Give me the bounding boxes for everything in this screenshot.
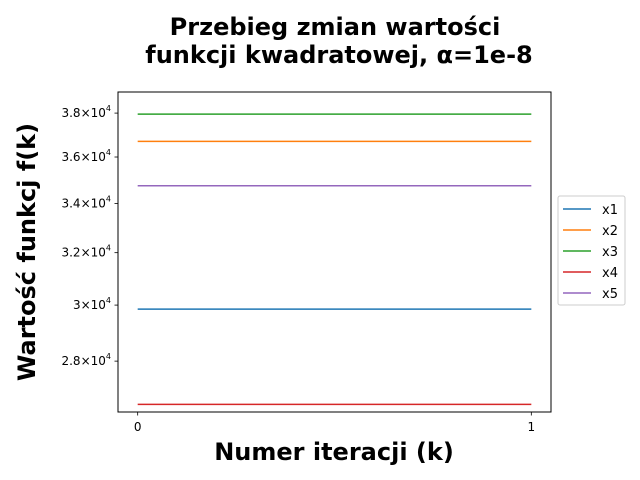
y-axis-label: Wartość funkcj f(k) — [13, 123, 41, 381]
legend-box — [557, 195, 626, 306]
chart-title-line1: Przebieg zmian wartości — [170, 13, 501, 41]
y-tick-exponent: 4 — [106, 148, 111, 157]
chart-title-line2: funkcji kwadratowej, α=1e-8 — [145, 41, 533, 69]
y-tick-mantissa: 3.2×10 — [61, 246, 105, 260]
y-tick-mantissa: 3×10 — [73, 298, 106, 312]
legend-label-x4: x4 — [602, 266, 618, 281]
y-tick-exponent: 4 — [106, 352, 111, 361]
x-axis-label: Numer iteracji (k) — [214, 438, 454, 466]
y-tick-label: 3×104 — [73, 296, 111, 312]
y-tick-label: 3.6×104 — [61, 148, 111, 164]
y-tick-label: 3.8×104 — [61, 104, 111, 120]
legend: x1 x2 x3 x4 x5 — [557, 195, 626, 306]
y-tick-label: 2.8×104 — [61, 352, 111, 368]
y-tick-mantissa: 3.4×10 — [61, 196, 105, 210]
y-tick-exponent: 4 — [106, 104, 111, 113]
x-tick-label: 1 — [527, 420, 535, 434]
y-tick-exponent: 4 — [106, 244, 111, 253]
x-tick-label: 0 — [134, 420, 142, 434]
legend-label-x3: x3 — [602, 245, 618, 260]
y-tick-mantissa: 3.8×10 — [61, 106, 105, 120]
plot-lines — [137, 113, 532, 406]
legend-label-x5: x5 — [602, 287, 618, 302]
plot-frame — [117, 91, 552, 413]
legend-label-x1: x1 — [602, 203, 618, 218]
legend-label-x2: x2 — [602, 224, 618, 239]
y-tick-exponent: 4 — [106, 194, 111, 203]
y-tick-label: 3.2×104 — [61, 244, 111, 260]
y-tick-label: 3.4×104 — [61, 194, 111, 210]
y-tick-mantissa: 2.8×10 — [61, 354, 105, 368]
y-tick-exponent: 4 — [106, 296, 111, 305]
y-tick-mantissa: 3.6×10 — [61, 150, 105, 164]
